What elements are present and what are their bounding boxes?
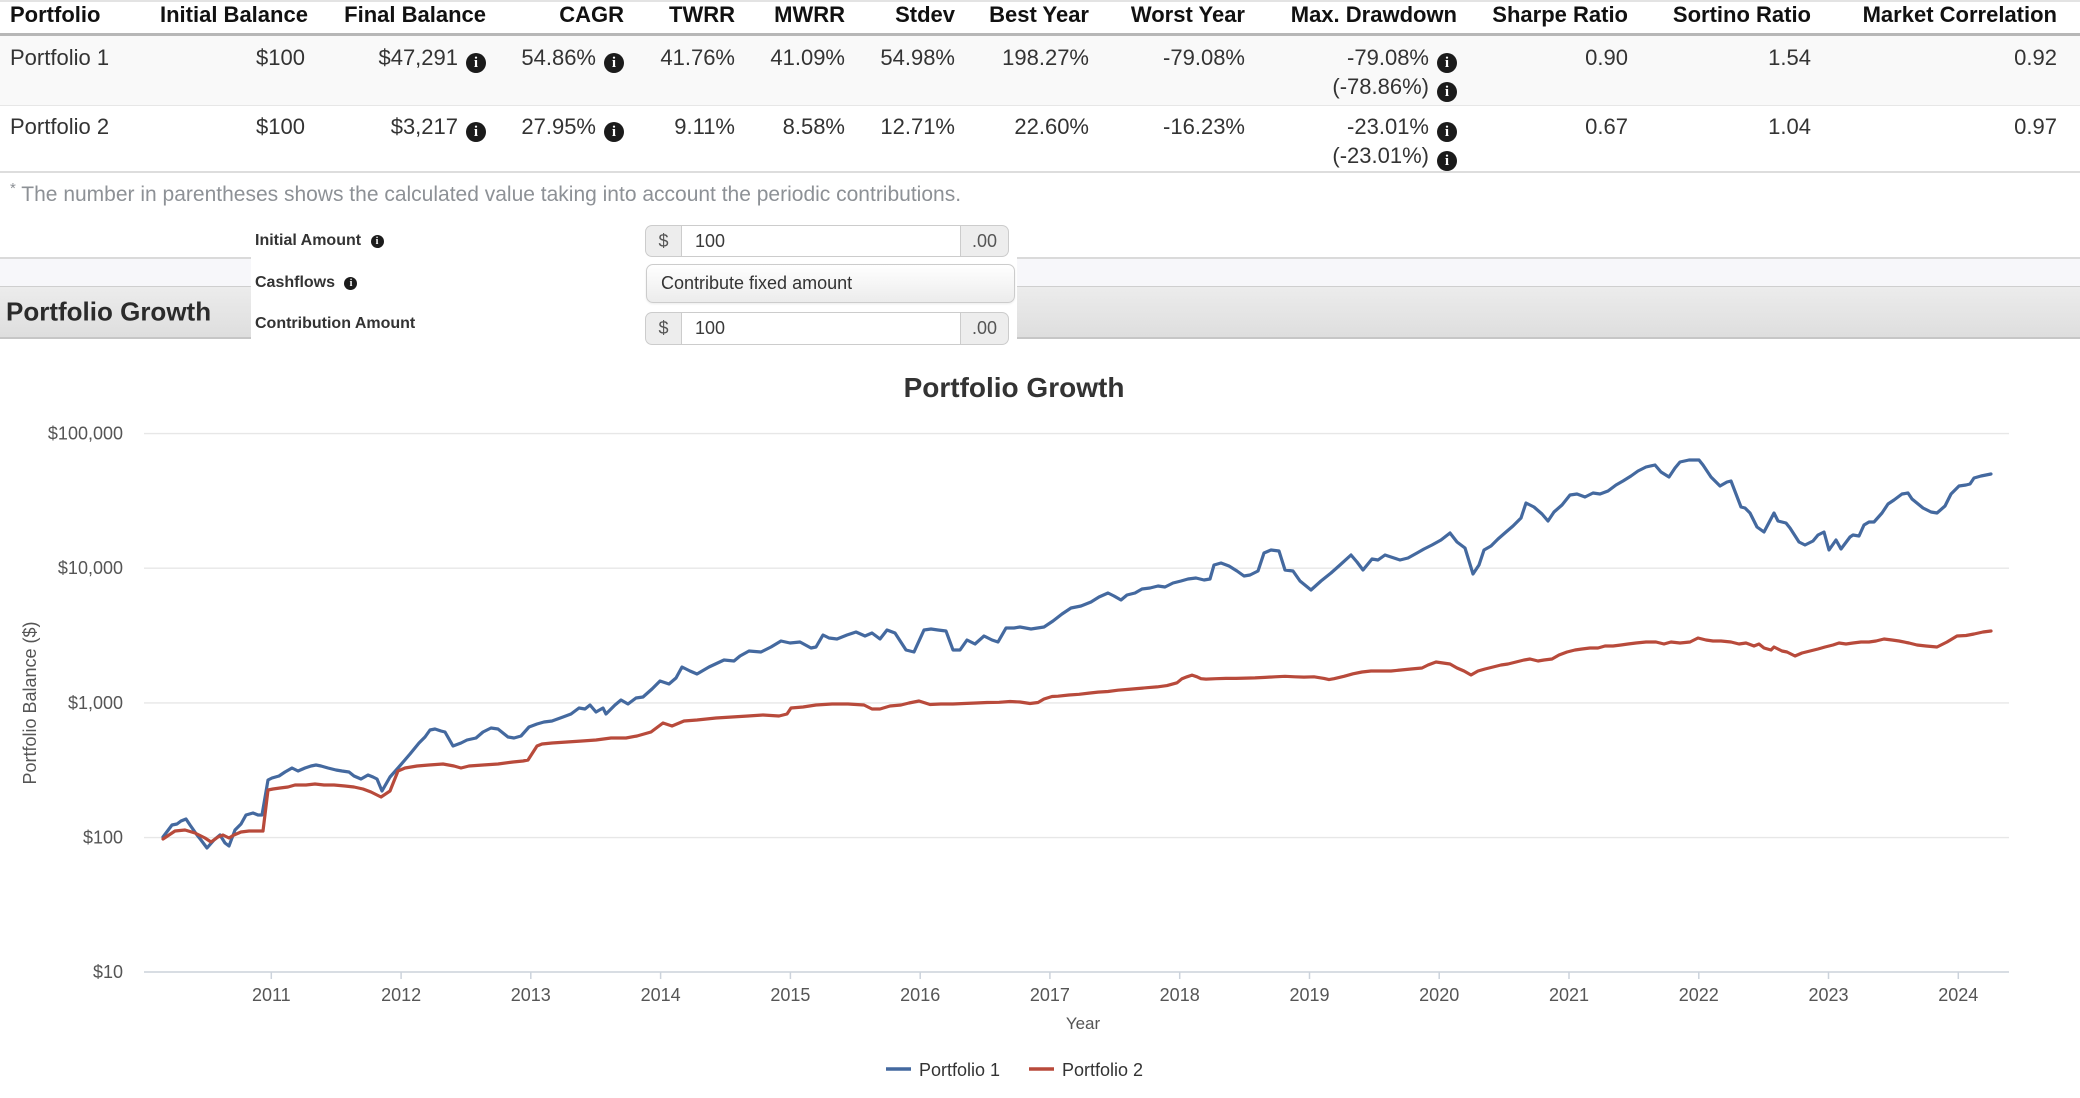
svg-text:$100: $100 [83, 828, 123, 848]
svg-text:2021: 2021 [1549, 985, 1589, 1005]
svg-text:2016: 2016 [900, 985, 940, 1005]
svg-text:$1,000: $1,000 [68, 693, 123, 713]
svg-text:2012: 2012 [381, 985, 421, 1005]
svg-text:Portfolio 2: Portfolio 2 [1062, 1060, 1143, 1080]
svg-text:$10,000: $10,000 [58, 558, 123, 578]
svg-text:$10: $10 [93, 962, 123, 982]
svg-text:2024: 2024 [1938, 985, 1978, 1005]
svg-text:2020: 2020 [1419, 985, 1459, 1005]
svg-text:2015: 2015 [770, 985, 810, 1005]
svg-text:2014: 2014 [641, 985, 681, 1005]
svg-text:2018: 2018 [1160, 985, 1200, 1005]
svg-text:2017: 2017 [1030, 985, 1070, 1005]
svg-text:2011: 2011 [252, 985, 291, 1005]
svg-text:Portfolio Balance ($): Portfolio Balance ($) [20, 621, 40, 784]
svg-text:2022: 2022 [1679, 985, 1719, 1005]
svg-text:Portfolio 1: Portfolio 1 [919, 1060, 1000, 1080]
svg-text:2013: 2013 [511, 985, 551, 1005]
svg-text:Year: Year [1066, 1014, 1101, 1033]
svg-text:$100,000: $100,000 [48, 424, 123, 444]
svg-text:Portfolio Growth: Portfolio Growth [904, 372, 1125, 403]
svg-text:2019: 2019 [1289, 985, 1329, 1005]
svg-text:2023: 2023 [1808, 985, 1848, 1005]
